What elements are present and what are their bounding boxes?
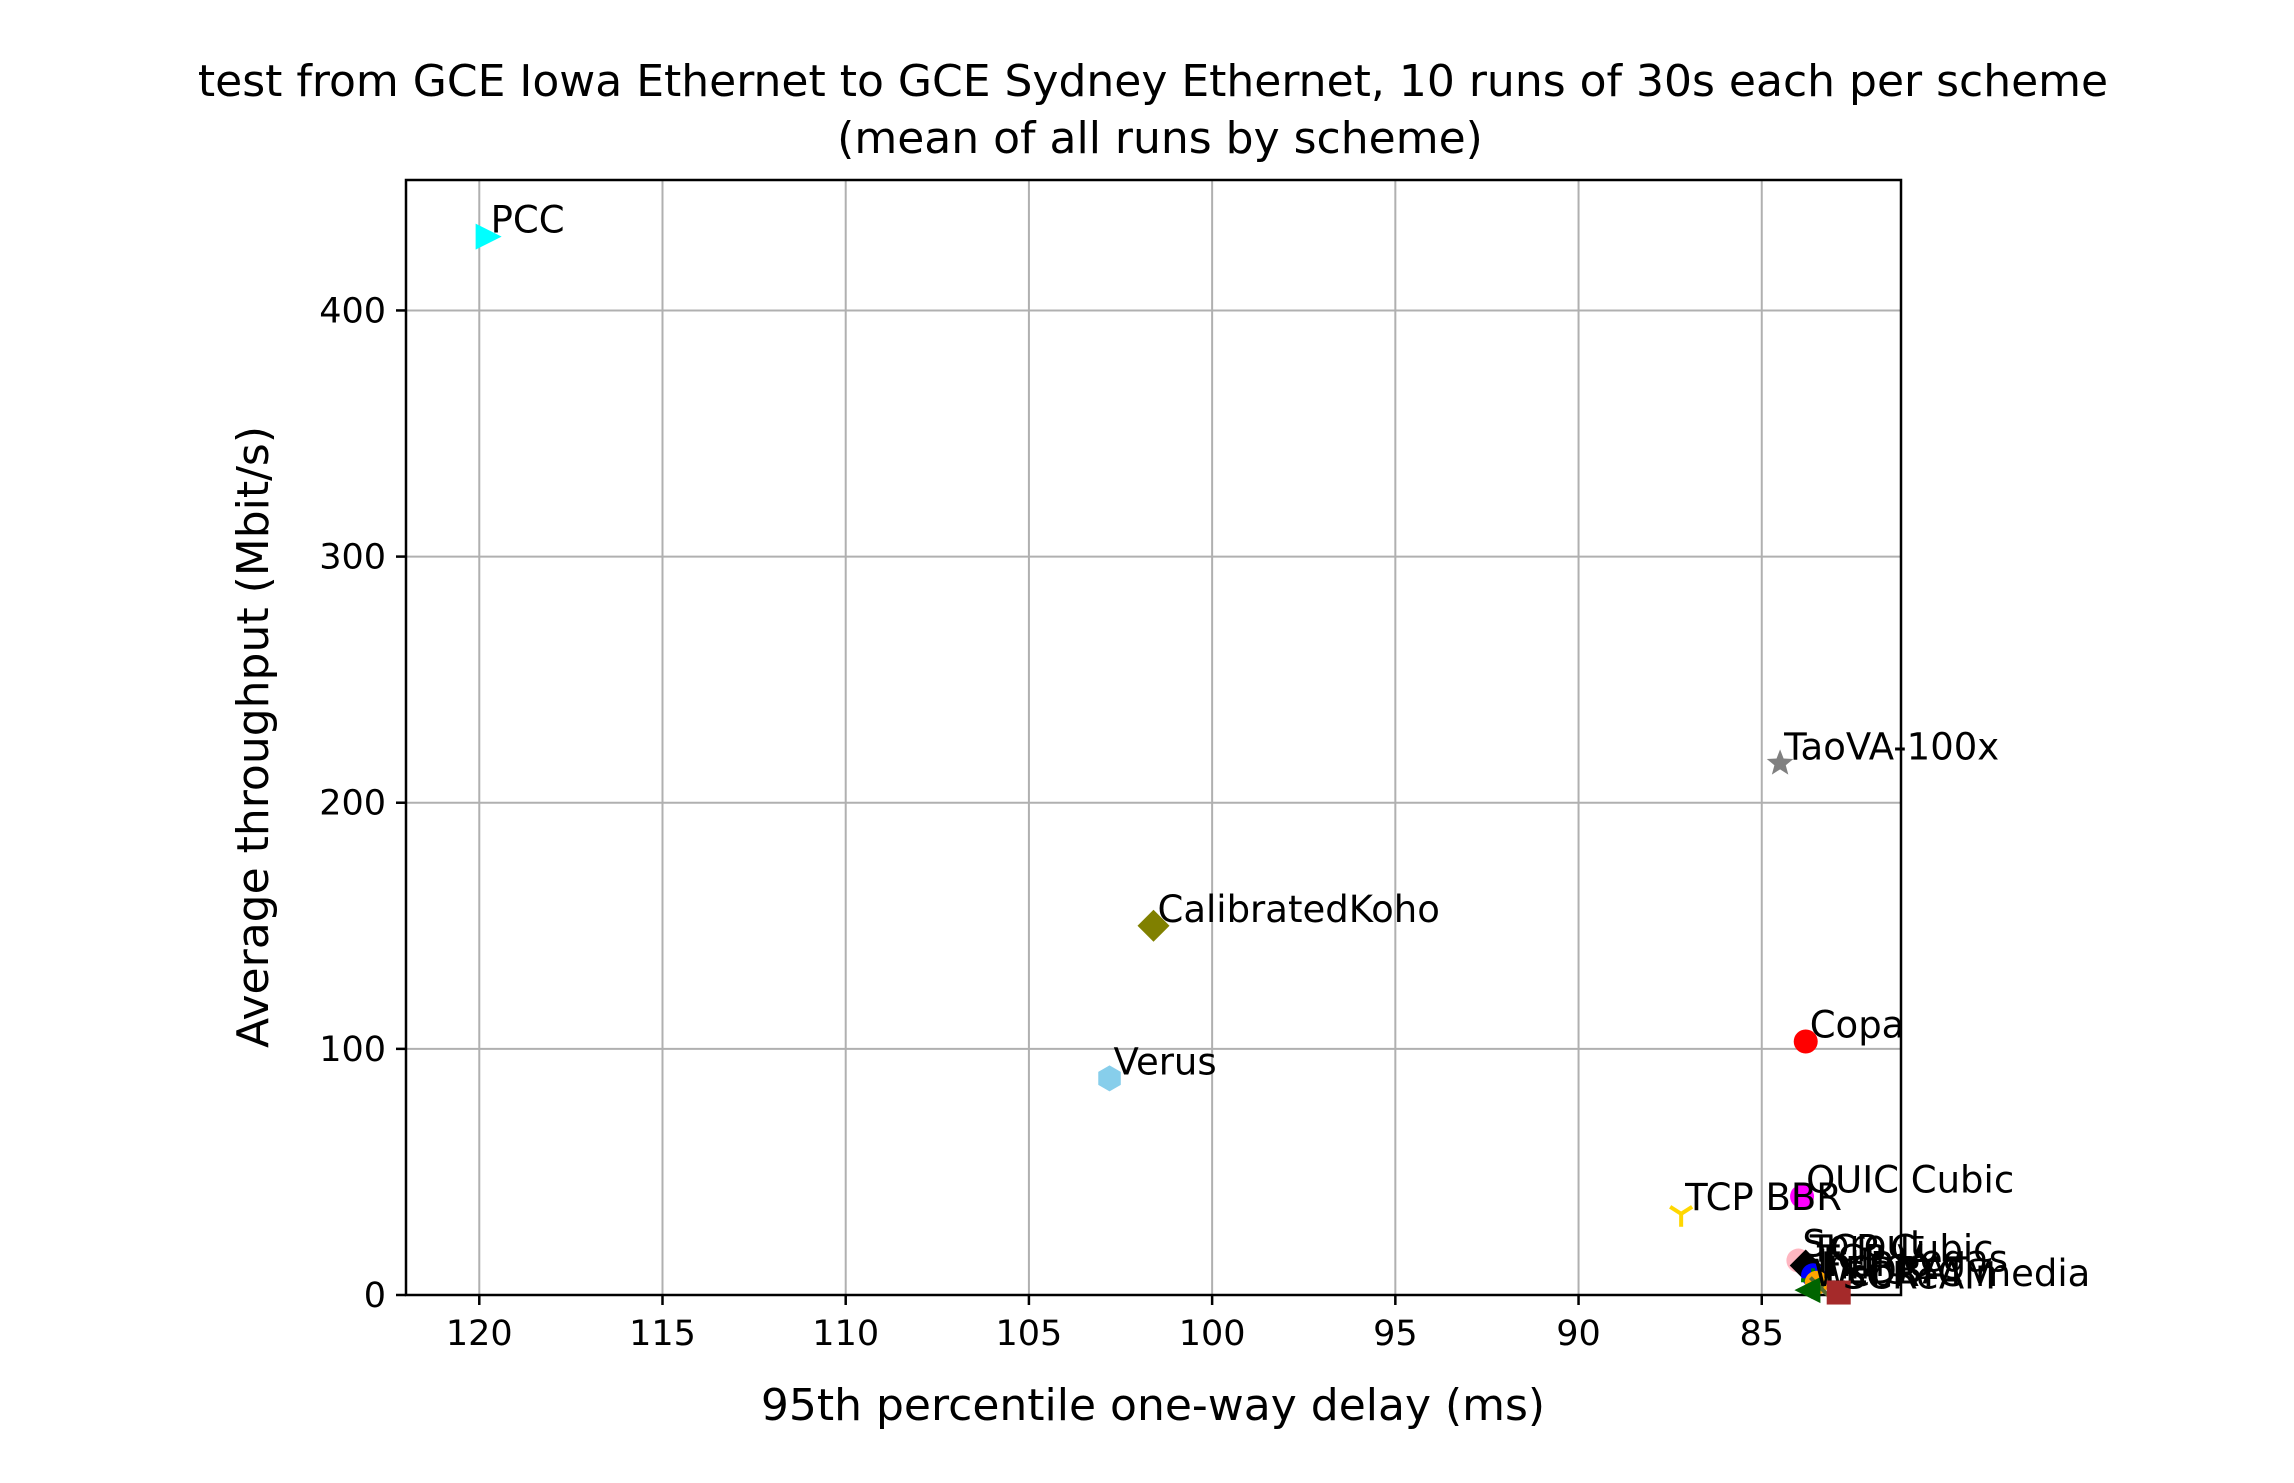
point-label: SCReAM [1843,1255,1996,1298]
data-point: WebRTC media [1794,1252,2090,1304]
point-label: TCP BBR [1684,1176,1842,1219]
data-point: TaoVA-100x [1766,725,1999,775]
y-tick-label: 200 [319,784,386,824]
y-tick-label: 400 [319,291,386,331]
x-tick-label: 115 [629,1314,696,1354]
data-point: Verus [1098,1040,1217,1092]
x-tick-label: 85 [1739,1314,1784,1354]
x-tick-label: 105 [996,1314,1063,1354]
data-point: TCP BBR [1669,1176,1842,1227]
data-point: SCReAM [1826,1255,1996,1305]
point-label: Copa [1810,1003,1905,1046]
point-label: QUIC Cubic [1806,1159,2014,1202]
point-label: Indigo [1817,1242,1931,1285]
point-label: TCP Cubic [1809,1227,1994,1270]
grid [406,180,1901,1296]
x-tick-label: 90 [1556,1314,1601,1354]
plot-area-frame [404,178,1903,1297]
marker [475,223,502,250]
x-tick-label: 110 [812,1314,879,1354]
y-axis-label: Average throughput (Mbit/s) [228,426,279,1048]
marker [1794,1277,1821,1304]
x-axis-ticks: 120 115 110 105 100 95 90 85 [446,1295,1784,1354]
y-tick-label: 300 [319,538,386,578]
chart-subtitle: (mean of all runs by scheme) [837,113,1483,164]
x-axis-label: 95th percentile one-way delay (ms) [761,1380,1545,1431]
point-label: TaoVA-100x [1783,725,1999,768]
marker [1669,1205,1683,1216]
data-point: QUIC Cubic [1790,1159,2014,1209]
data-point: PCC [475,199,565,250]
data-point: Copa [1793,1003,1905,1054]
data-points: PCC TaoVA-100x CalibratedKoho Copa Verus QUIC… [475,199,2090,1305]
marker [1680,1205,1694,1216]
data-point: CalibratedKoho [1137,888,1440,942]
marker [1793,1029,1818,1054]
point-label: TCP Vegas [1816,1237,2008,1280]
data-point: TCP Vegas [1801,1237,2008,1288]
y-tick-label: 0 [364,1276,386,1316]
point-label: CalibratedKoho [1158,888,1440,931]
point-label: WebRTC media [1813,1252,2090,1295]
x-tick-label: 100 [1179,1314,1246,1354]
point-label: PCC [491,199,565,242]
x-tick-label: 95 [1373,1314,1418,1354]
marker [1766,749,1794,775]
y-axis-ticks: 0 100 200 300 400 [319,291,406,1316]
marker [1790,1184,1815,1209]
y-tick-label: 100 [319,1030,386,1070]
data-point: Indigo [1801,1242,1931,1293]
data-point: TCP Cubic [1789,1227,1994,1282]
point-label: Sprout [1802,1223,1924,1266]
chart-title: test from GCE Iowa Ethernet to GCE Sydne… [198,56,2108,107]
point-label: FillP [1821,1245,1893,1288]
x-tick-label: 120 [446,1314,513,1354]
marker [1098,1065,1121,1092]
marker [1137,909,1170,942]
point-label: Verus [1114,1040,1217,1083]
marker [1826,1280,1851,1305]
